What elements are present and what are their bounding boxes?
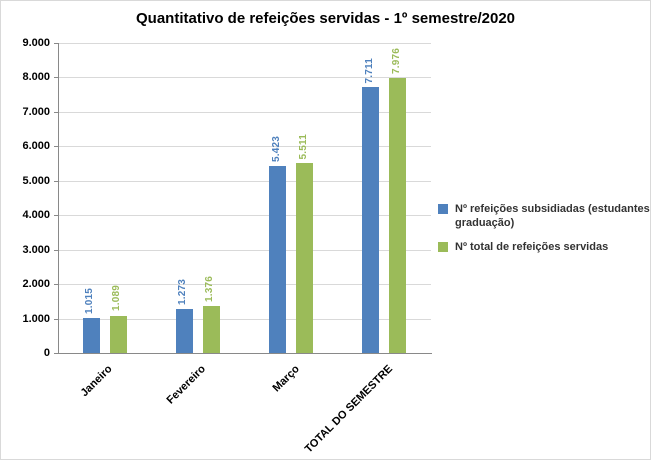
y-axis-label: 6.000: [22, 140, 50, 153]
y-axis-tick: [54, 249, 58, 251]
y-axis-label: 9.000: [22, 37, 50, 49]
gridline: [58, 77, 431, 79]
y-axis-label: 2.000: [22, 278, 50, 291]
y-axis-label: 4.000: [22, 209, 50, 222]
y-axis-tick: [54, 111, 58, 113]
y-axis-tick: [54, 146, 58, 148]
plot-area: 1.015 1.089 1.273 1.376 5.423 5.511 7.711 7.976: [58, 43, 431, 353]
y-axis-tick: [54, 43, 58, 44]
y-axis-label: 7.000: [22, 105, 50, 118]
bar-value-label: 5.423: [270, 136, 282, 163]
bar-series-2: [389, 78, 407, 353]
y-axis-tick: [54, 284, 58, 286]
y-axis-label: 0: [43, 347, 50, 359]
x-axis-label: Fevereiro: [164, 363, 209, 407]
bar-value-label: 1.089: [111, 285, 123, 312]
bar-value-label: 1.273: [177, 279, 189, 306]
legend-swatch-icon: [438, 241, 448, 252]
y-axis-tick: [54, 215, 58, 217]
gridline: [58, 284, 431, 286]
x-axis-label: TOTAL DO SEMESTRE: [302, 363, 395, 456]
bar-series-2: [109, 315, 127, 353]
x-axis-line: [54, 353, 432, 354]
bar-series-1: [82, 318, 100, 353]
y-axis-label: 5.000: [22, 174, 50, 187]
bar-value-label: 7.711: [363, 57, 375, 84]
legend-item-label: Nº refeições subsidiadas (estudantes gra…: [455, 203, 650, 230]
y-axis-tick: [54, 180, 58, 182]
gridline: [58, 180, 431, 182]
legend-item-label: Nº total de refeições servidas: [455, 240, 609, 253]
bar-series-1: [362, 87, 380, 353]
gridline: [58, 318, 431, 320]
bar-value-label: 7.976: [390, 48, 402, 75]
gridline: [58, 215, 431, 217]
y-axis-label: 1.000: [22, 312, 50, 325]
gridline: [58, 249, 431, 251]
gridline: [58, 146, 431, 148]
x-axis-label: Março: [270, 363, 302, 395]
y-axis-label: 8.000: [22, 71, 50, 84]
x-axis-label: Janeiro: [78, 363, 116, 400]
bar-value-label: 1.376: [204, 275, 216, 302]
legend: Nº refeições subsidiadas (estudantes gra…: [438, 202, 650, 263]
y-axis-tick: [54, 77, 58, 79]
y-axis-tick: [54, 318, 58, 320]
bar-series-2: [296, 163, 314, 353]
y-axis-line: [58, 43, 59, 354]
bar-value-label: 1.015: [84, 288, 96, 315]
bar-series-1: [175, 309, 193, 353]
legend-swatch-icon: [438, 204, 448, 214]
gridline: [58, 111, 431, 113]
y-axis-tick: [54, 353, 58, 354]
legend-item: Nº refeições subsidiadas (estudantes gra…: [438, 202, 650, 231]
bar-value-label: 5.511: [297, 133, 309, 160]
bar-series-2: [202, 305, 220, 353]
y-axis-label: 3.000: [22, 243, 50, 256]
bar-series-1: [269, 166, 287, 353]
gridline: [58, 43, 431, 44]
chart-title: Quantitativo de refeições servidas - 1º …: [136, 10, 515, 27]
legend-item: Nº total de refeições servidas: [438, 240, 650, 254]
